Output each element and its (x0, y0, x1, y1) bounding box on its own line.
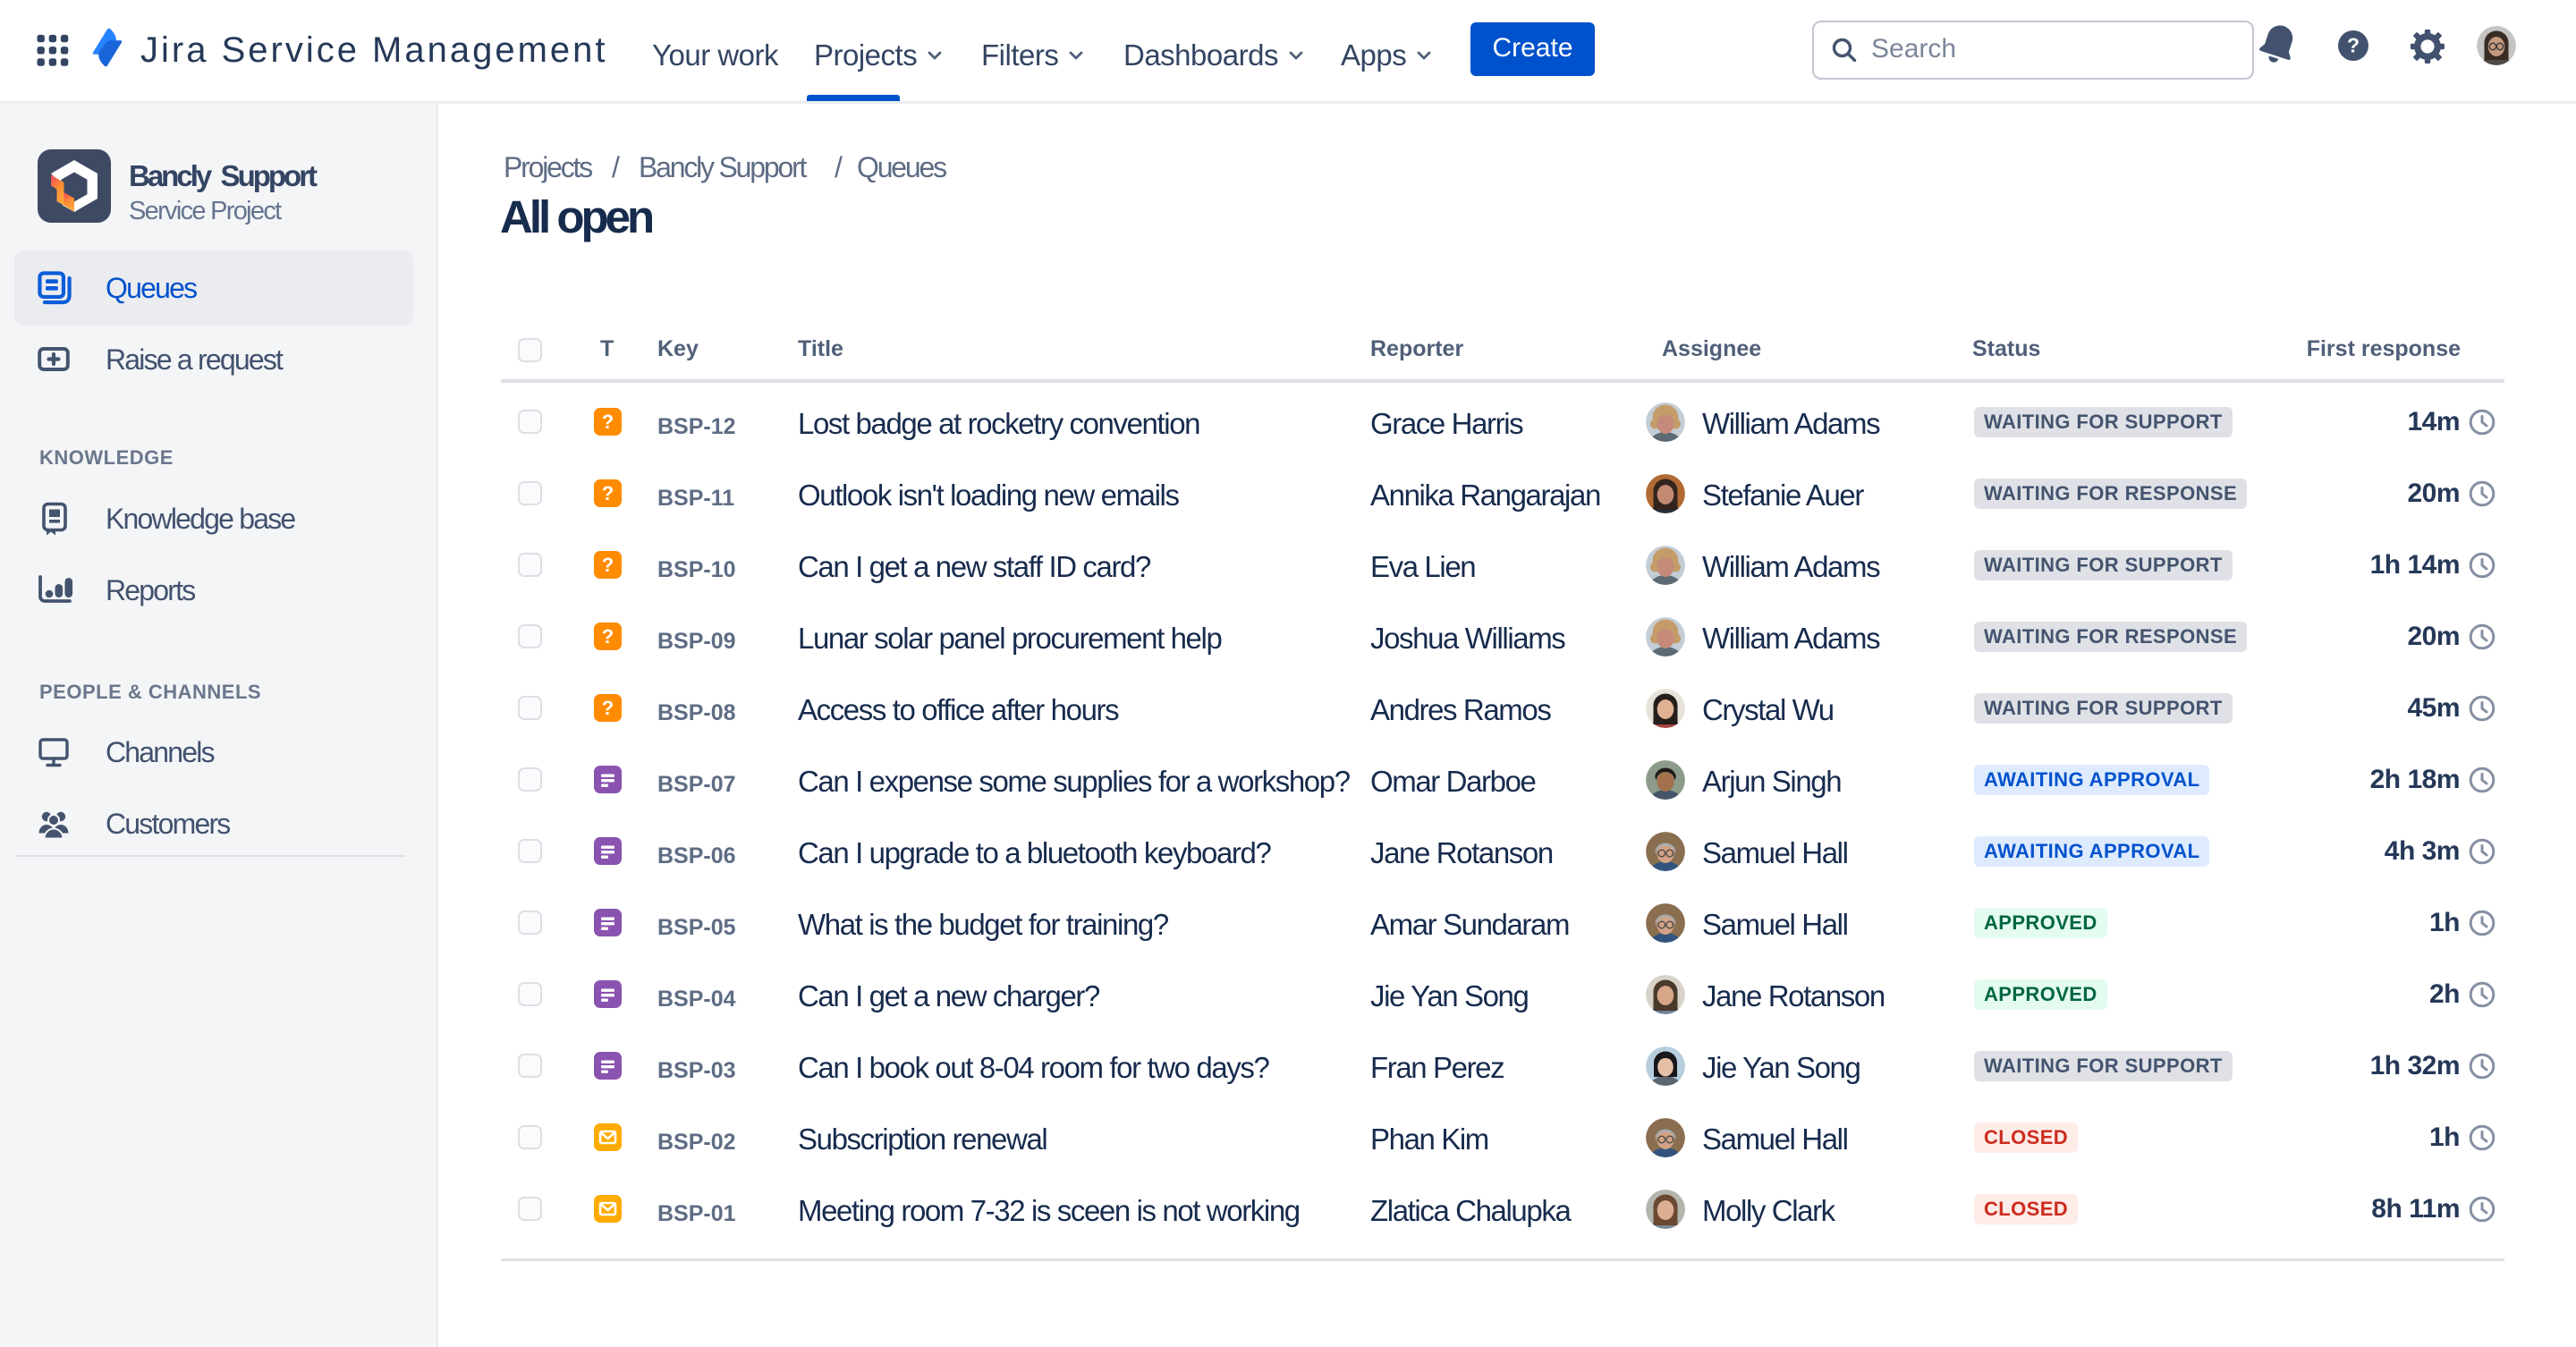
svg-text:?: ? (602, 554, 614, 576)
svg-text:?: ? (2347, 34, 2360, 57)
svg-text:?: ? (602, 482, 614, 504)
svg-text:?: ? (602, 697, 614, 719)
svg-text:?: ? (602, 625, 614, 648)
svg-text:?: ? (602, 411, 614, 433)
